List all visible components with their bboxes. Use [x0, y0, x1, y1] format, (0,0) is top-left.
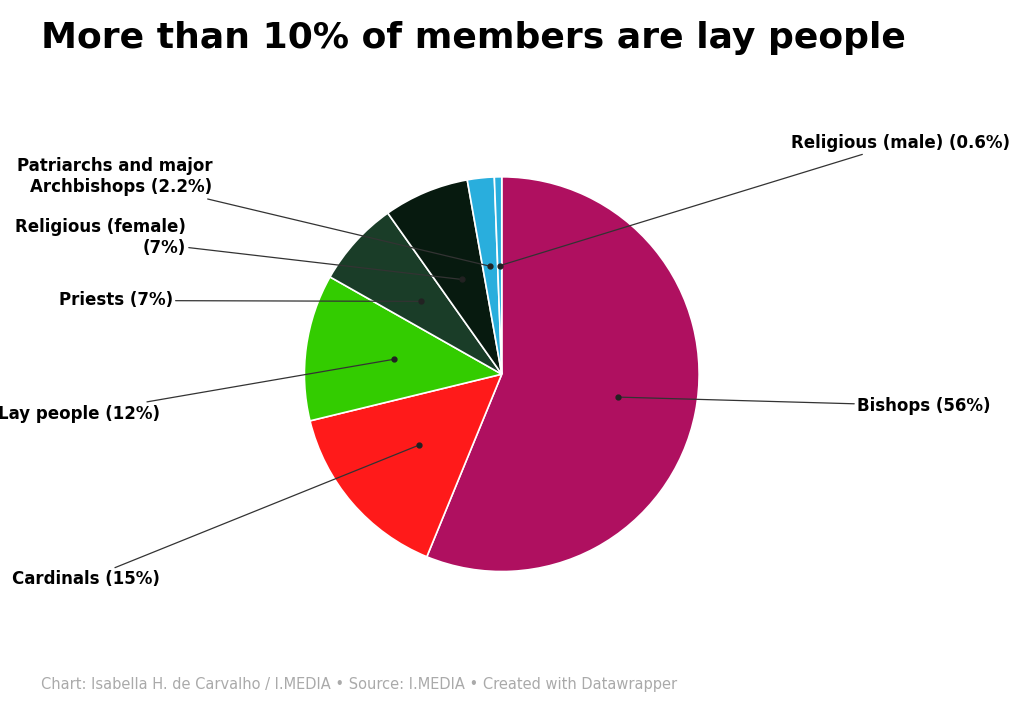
- Text: Religious (male) (0.6%): Religious (male) (0.6%): [500, 133, 1011, 265]
- Text: Bishops (56%): Bishops (56%): [617, 397, 990, 414]
- Text: Chart: Isabella H. de Carvalho / I.MEDIA • Source: I.MEDIA • Created with Datawr: Chart: Isabella H. de Carvalho / I.MEDIA…: [41, 677, 677, 692]
- Wedge shape: [495, 176, 502, 374]
- Text: Cardinals (15%): Cardinals (15%): [12, 445, 420, 588]
- Wedge shape: [330, 213, 502, 374]
- Wedge shape: [427, 176, 699, 572]
- Wedge shape: [388, 180, 502, 374]
- Text: Patriarchs and major
Archbishops (2.2%): Patriarchs and major Archbishops (2.2%): [16, 157, 490, 266]
- Text: Lay people (12%): Lay people (12%): [0, 359, 394, 423]
- Text: Religious (female)
(7%): Religious (female) (7%): [15, 218, 462, 280]
- Wedge shape: [310, 374, 502, 557]
- Wedge shape: [304, 277, 502, 421]
- Text: Priests (7%): Priests (7%): [58, 292, 421, 309]
- Text: More than 10% of members are lay people: More than 10% of members are lay people: [41, 21, 906, 55]
- Wedge shape: [467, 177, 502, 374]
